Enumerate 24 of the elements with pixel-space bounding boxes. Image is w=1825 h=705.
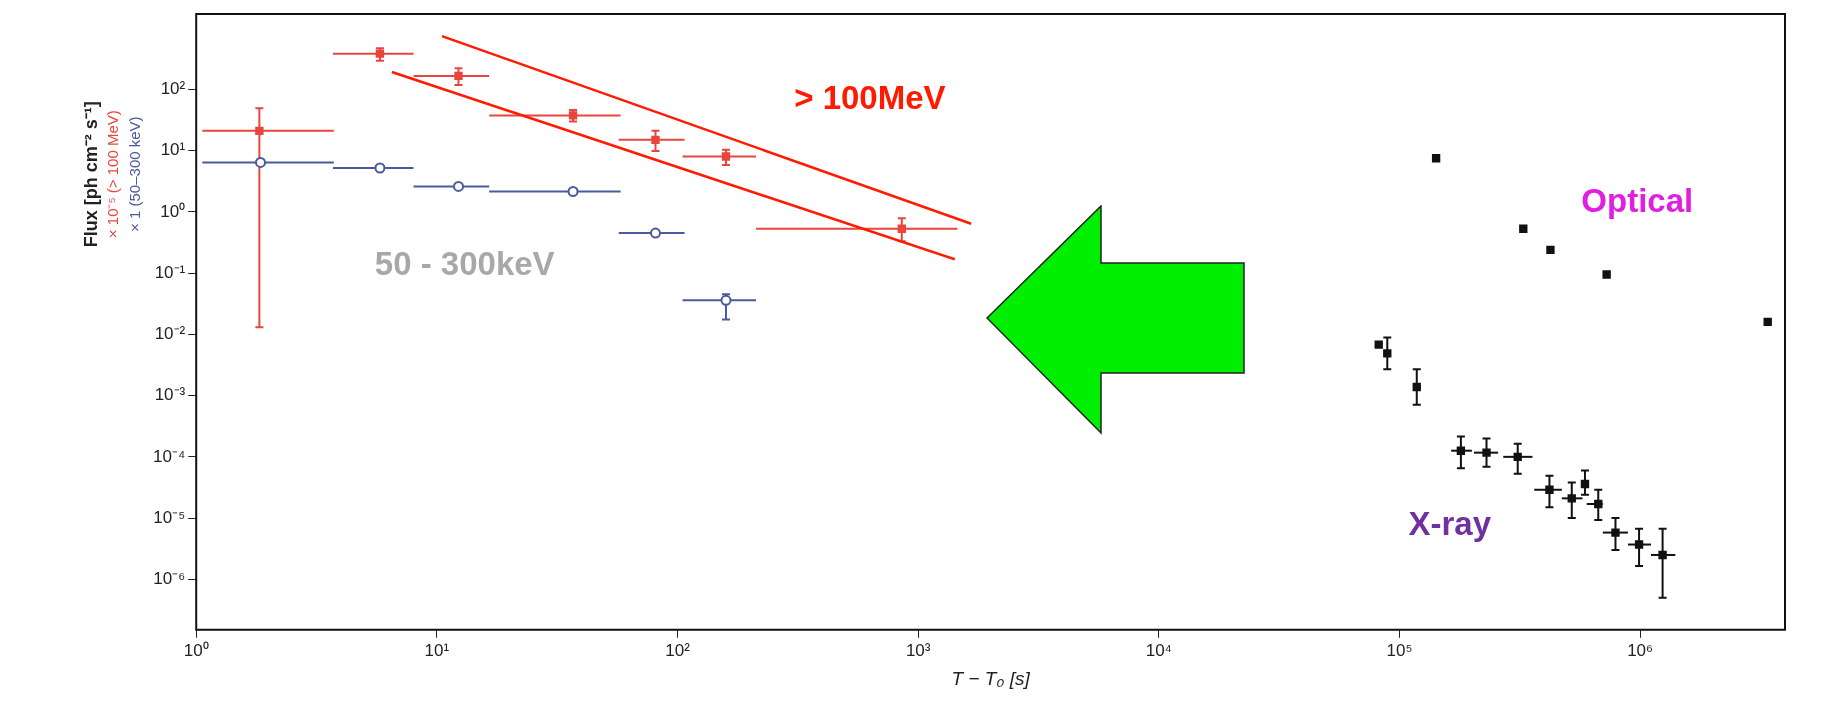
- annotation: Optical: [1581, 182, 1694, 220]
- y-axis-title: Flux [ph cm⁻² s⁻¹]: [80, 101, 101, 248]
- x-tick-label: 10⁶: [1627, 640, 1654, 660]
- y-tick-label: 10¹: [160, 140, 186, 160]
- text: × 10⁻⁵ (> 100 MeV): [104, 110, 122, 239]
- y-tick-label: 10⁻¹: [154, 262, 186, 282]
- text: × 1 (50–300 keV): [126, 116, 144, 232]
- y-tick-label: 10⁻⁶: [153, 569, 186, 589]
- y-tick-label: 10⁻⁵: [153, 507, 186, 527]
- x-tick-label: 10³: [905, 640, 931, 660]
- x-tick-label: 10⁴: [1145, 640, 1172, 660]
- y-tick-label: 10⁰: [160, 201, 186, 221]
- y-tick-label: 10⁻²: [154, 324, 186, 344]
- x-tick-label: 10⁰: [183, 640, 209, 660]
- annotation: X-ray: [1408, 505, 1492, 543]
- y-tick-label: 10²: [160, 79, 186, 99]
- annotation: > 100MeV: [794, 79, 946, 117]
- y-tick-label: 10⁻³: [154, 385, 186, 405]
- x-tick-label: 10¹: [424, 640, 450, 660]
- x-axis-title: T − T₀ [s]: [951, 667, 1031, 689]
- x-tick-label: 10²: [665, 640, 691, 660]
- x-tick-label: 10⁵: [1386, 640, 1413, 660]
- annotation: 50 - 300keV: [374, 244, 555, 282]
- y-tick-label: 10⁻⁴: [153, 446, 186, 466]
